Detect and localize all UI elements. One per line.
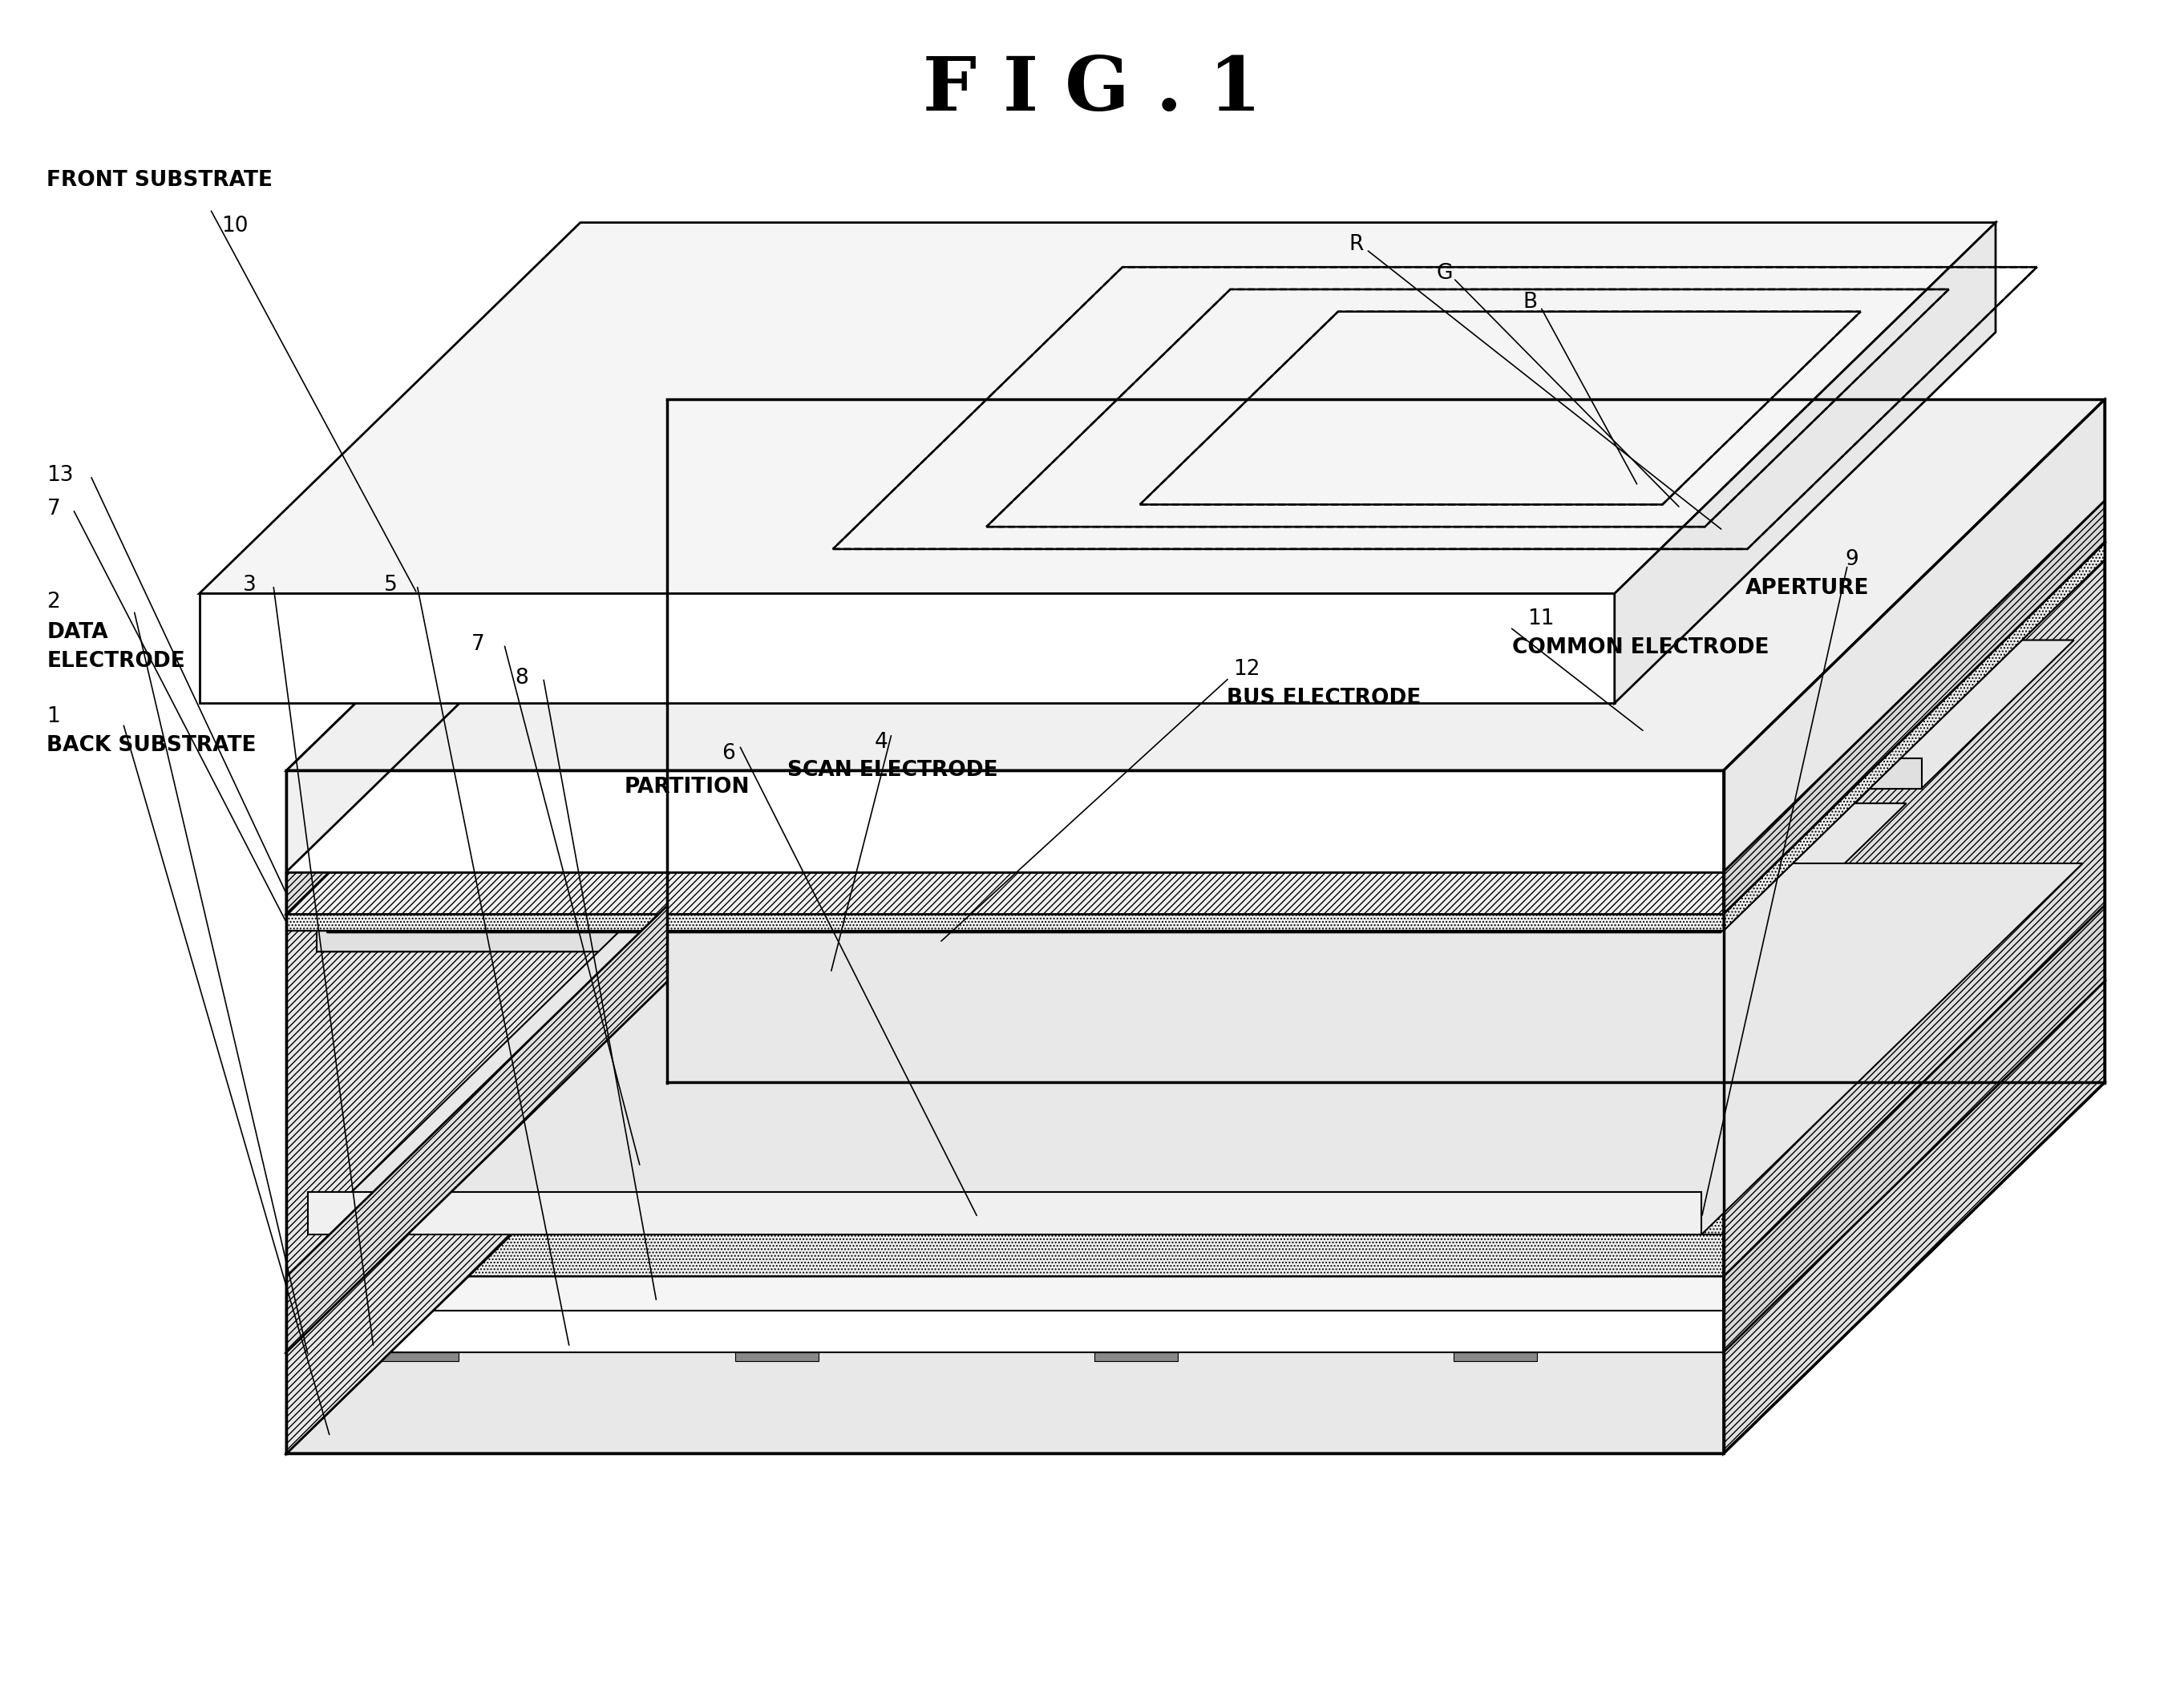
Polygon shape <box>978 1033 1033 1234</box>
Polygon shape <box>1723 400 2105 872</box>
Polygon shape <box>1723 400 2105 1454</box>
Polygon shape <box>308 863 2084 1234</box>
Text: 11: 11 <box>1527 608 1555 630</box>
Polygon shape <box>1723 906 2105 1353</box>
Polygon shape <box>286 872 1723 914</box>
Polygon shape <box>1723 543 2105 931</box>
Text: 3: 3 <box>242 574 256 596</box>
Text: F I G . 1: F I G . 1 <box>922 54 1262 125</box>
Text: ELECTRODE: ELECTRODE <box>46 650 186 672</box>
Polygon shape <box>286 940 2105 1310</box>
Polygon shape <box>199 594 1614 703</box>
Text: 6: 6 <box>723 743 736 764</box>
Polygon shape <box>736 1353 819 1361</box>
Text: 7: 7 <box>472 633 485 655</box>
Text: 2: 2 <box>46 591 61 613</box>
Text: 13: 13 <box>46 466 74 486</box>
Text: 12: 12 <box>1234 659 1260 681</box>
Polygon shape <box>328 913 1721 933</box>
Polygon shape <box>1033 660 1413 1234</box>
Polygon shape <box>978 660 1413 1033</box>
Polygon shape <box>286 400 668 1454</box>
Polygon shape <box>1723 863 2105 1310</box>
Text: G: G <box>1437 262 1452 283</box>
Polygon shape <box>199 222 1996 594</box>
Polygon shape <box>328 765 1891 933</box>
Polygon shape <box>673 660 1055 1234</box>
Text: 5: 5 <box>384 574 397 596</box>
Polygon shape <box>1723 982 2105 1454</box>
Polygon shape <box>1455 982 1918 1353</box>
Polygon shape <box>286 1310 1723 1353</box>
Polygon shape <box>286 560 2105 931</box>
Polygon shape <box>286 1353 1723 1454</box>
Text: PARTITION: PARTITION <box>625 777 749 797</box>
Polygon shape <box>286 906 2105 1277</box>
Text: DATA: DATA <box>46 621 109 643</box>
Polygon shape <box>1000 660 1055 863</box>
Polygon shape <box>317 804 1907 951</box>
Polygon shape <box>286 770 1723 872</box>
Polygon shape <box>1455 1353 1538 1361</box>
Polygon shape <box>1723 940 2105 1353</box>
Text: 8: 8 <box>515 667 529 689</box>
Text: FRONT SUBSTRATE: FRONT SUBSTRATE <box>46 169 273 191</box>
Polygon shape <box>498 745 1891 765</box>
Polygon shape <box>286 543 2105 914</box>
Polygon shape <box>1391 660 1773 1234</box>
Polygon shape <box>1723 501 2105 914</box>
Polygon shape <box>736 982 1199 1353</box>
Polygon shape <box>485 758 1922 789</box>
Text: SCAN ELECTRODE: SCAN ELECTRODE <box>786 760 998 780</box>
Text: 10: 10 <box>221 215 249 237</box>
Polygon shape <box>286 914 1723 931</box>
Polygon shape <box>1358 660 1413 863</box>
Text: BUS ELECTRODE: BUS ELECTRODE <box>1227 687 1422 709</box>
Text: BACK SUBSTRATE: BACK SUBSTRATE <box>46 735 256 755</box>
Polygon shape <box>286 1234 1723 1277</box>
Polygon shape <box>1723 501 2105 914</box>
Polygon shape <box>1094 1353 1177 1361</box>
Text: R: R <box>1350 234 1363 256</box>
Polygon shape <box>286 1277 1723 1310</box>
Polygon shape <box>286 400 668 872</box>
Polygon shape <box>1337 1033 1391 1234</box>
Polygon shape <box>618 1033 673 1234</box>
Polygon shape <box>286 906 668 1353</box>
Polygon shape <box>498 599 2064 765</box>
Polygon shape <box>286 501 668 914</box>
Text: COMMON ELECTRODE: COMMON ELECTRODE <box>1511 637 1769 659</box>
Polygon shape <box>317 921 1754 951</box>
Text: APERTURE: APERTURE <box>1745 577 1870 599</box>
Polygon shape <box>308 1192 1701 1234</box>
Polygon shape <box>1337 660 1773 1033</box>
Text: B: B <box>1522 291 1538 312</box>
Polygon shape <box>286 1082 2105 1454</box>
Polygon shape <box>286 982 668 1454</box>
Polygon shape <box>286 501 668 914</box>
Polygon shape <box>286 400 2105 770</box>
Text: 9: 9 <box>1845 550 1859 571</box>
Polygon shape <box>1094 982 1559 1353</box>
Polygon shape <box>1614 222 1996 703</box>
Polygon shape <box>376 982 841 1353</box>
Text: 7: 7 <box>46 499 61 520</box>
Polygon shape <box>286 982 2105 1353</box>
Polygon shape <box>618 660 1055 1033</box>
Polygon shape <box>485 640 2075 789</box>
Text: 4: 4 <box>874 731 887 752</box>
Polygon shape <box>376 1353 459 1361</box>
Polygon shape <box>1719 660 1773 863</box>
Polygon shape <box>286 940 2105 1310</box>
Text: 1: 1 <box>46 706 61 726</box>
